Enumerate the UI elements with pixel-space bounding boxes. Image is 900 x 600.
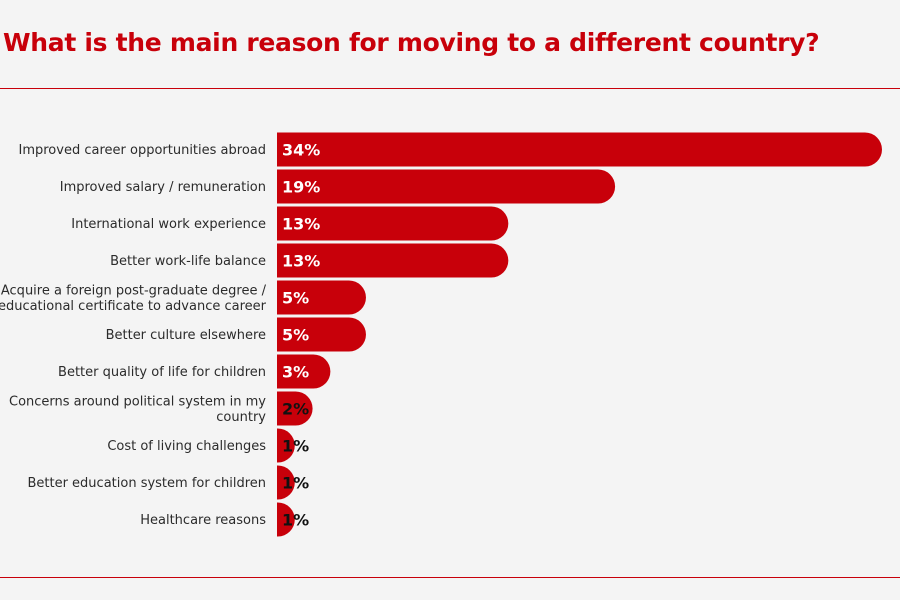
top-divider xyxy=(0,88,900,89)
bar-10 xyxy=(277,502,295,537)
bar-7 xyxy=(277,391,313,426)
value-label-4: 5% xyxy=(282,289,309,308)
bar-3 xyxy=(277,243,509,278)
category-label-3: Better work-life balance xyxy=(110,254,266,269)
bar-9 xyxy=(277,465,295,500)
bar-1 xyxy=(277,169,616,204)
category-label-1: Improved salary / remuneration xyxy=(60,180,266,195)
value-label-3: 13% xyxy=(282,252,320,271)
bar-6 xyxy=(277,354,331,389)
value-label-2: 13% xyxy=(282,215,320,234)
category-label-9: Better education system for children xyxy=(27,476,266,491)
category-label-5: Better culture elsewhere xyxy=(106,328,266,343)
category-label-6: Better quality of life for children xyxy=(58,365,266,380)
value-label-0: 34% xyxy=(282,141,320,160)
value-label-7: 2% xyxy=(282,400,309,419)
value-label-6: 3% xyxy=(282,363,309,382)
category-label-8: Cost of living challenges xyxy=(107,439,266,454)
category-label-4: Acquire a foreign post-graduate degree /… xyxy=(0,283,267,314)
category-label-0: Improved career opportunities abroad xyxy=(19,143,267,158)
bar-2 xyxy=(277,206,509,241)
value-label-8: 1% xyxy=(282,437,309,456)
bar-8 xyxy=(277,428,295,463)
bar-0 xyxy=(277,132,882,167)
category-label-2: International work experience xyxy=(71,217,266,232)
value-label-9: 1% xyxy=(282,474,309,493)
category-label-7: Concerns around political system in my co… xyxy=(9,394,266,425)
bar-4 xyxy=(277,280,366,315)
value-label-10: 1% xyxy=(282,511,309,530)
value-label-1: 19% xyxy=(282,178,320,197)
value-label-5: 5% xyxy=(282,326,309,345)
category-label-10: Healthcare reasons xyxy=(140,513,266,528)
bottom-divider xyxy=(0,577,900,578)
bar-5 xyxy=(277,317,366,352)
chart-title: What is the main reason for moving to a … xyxy=(3,28,820,57)
